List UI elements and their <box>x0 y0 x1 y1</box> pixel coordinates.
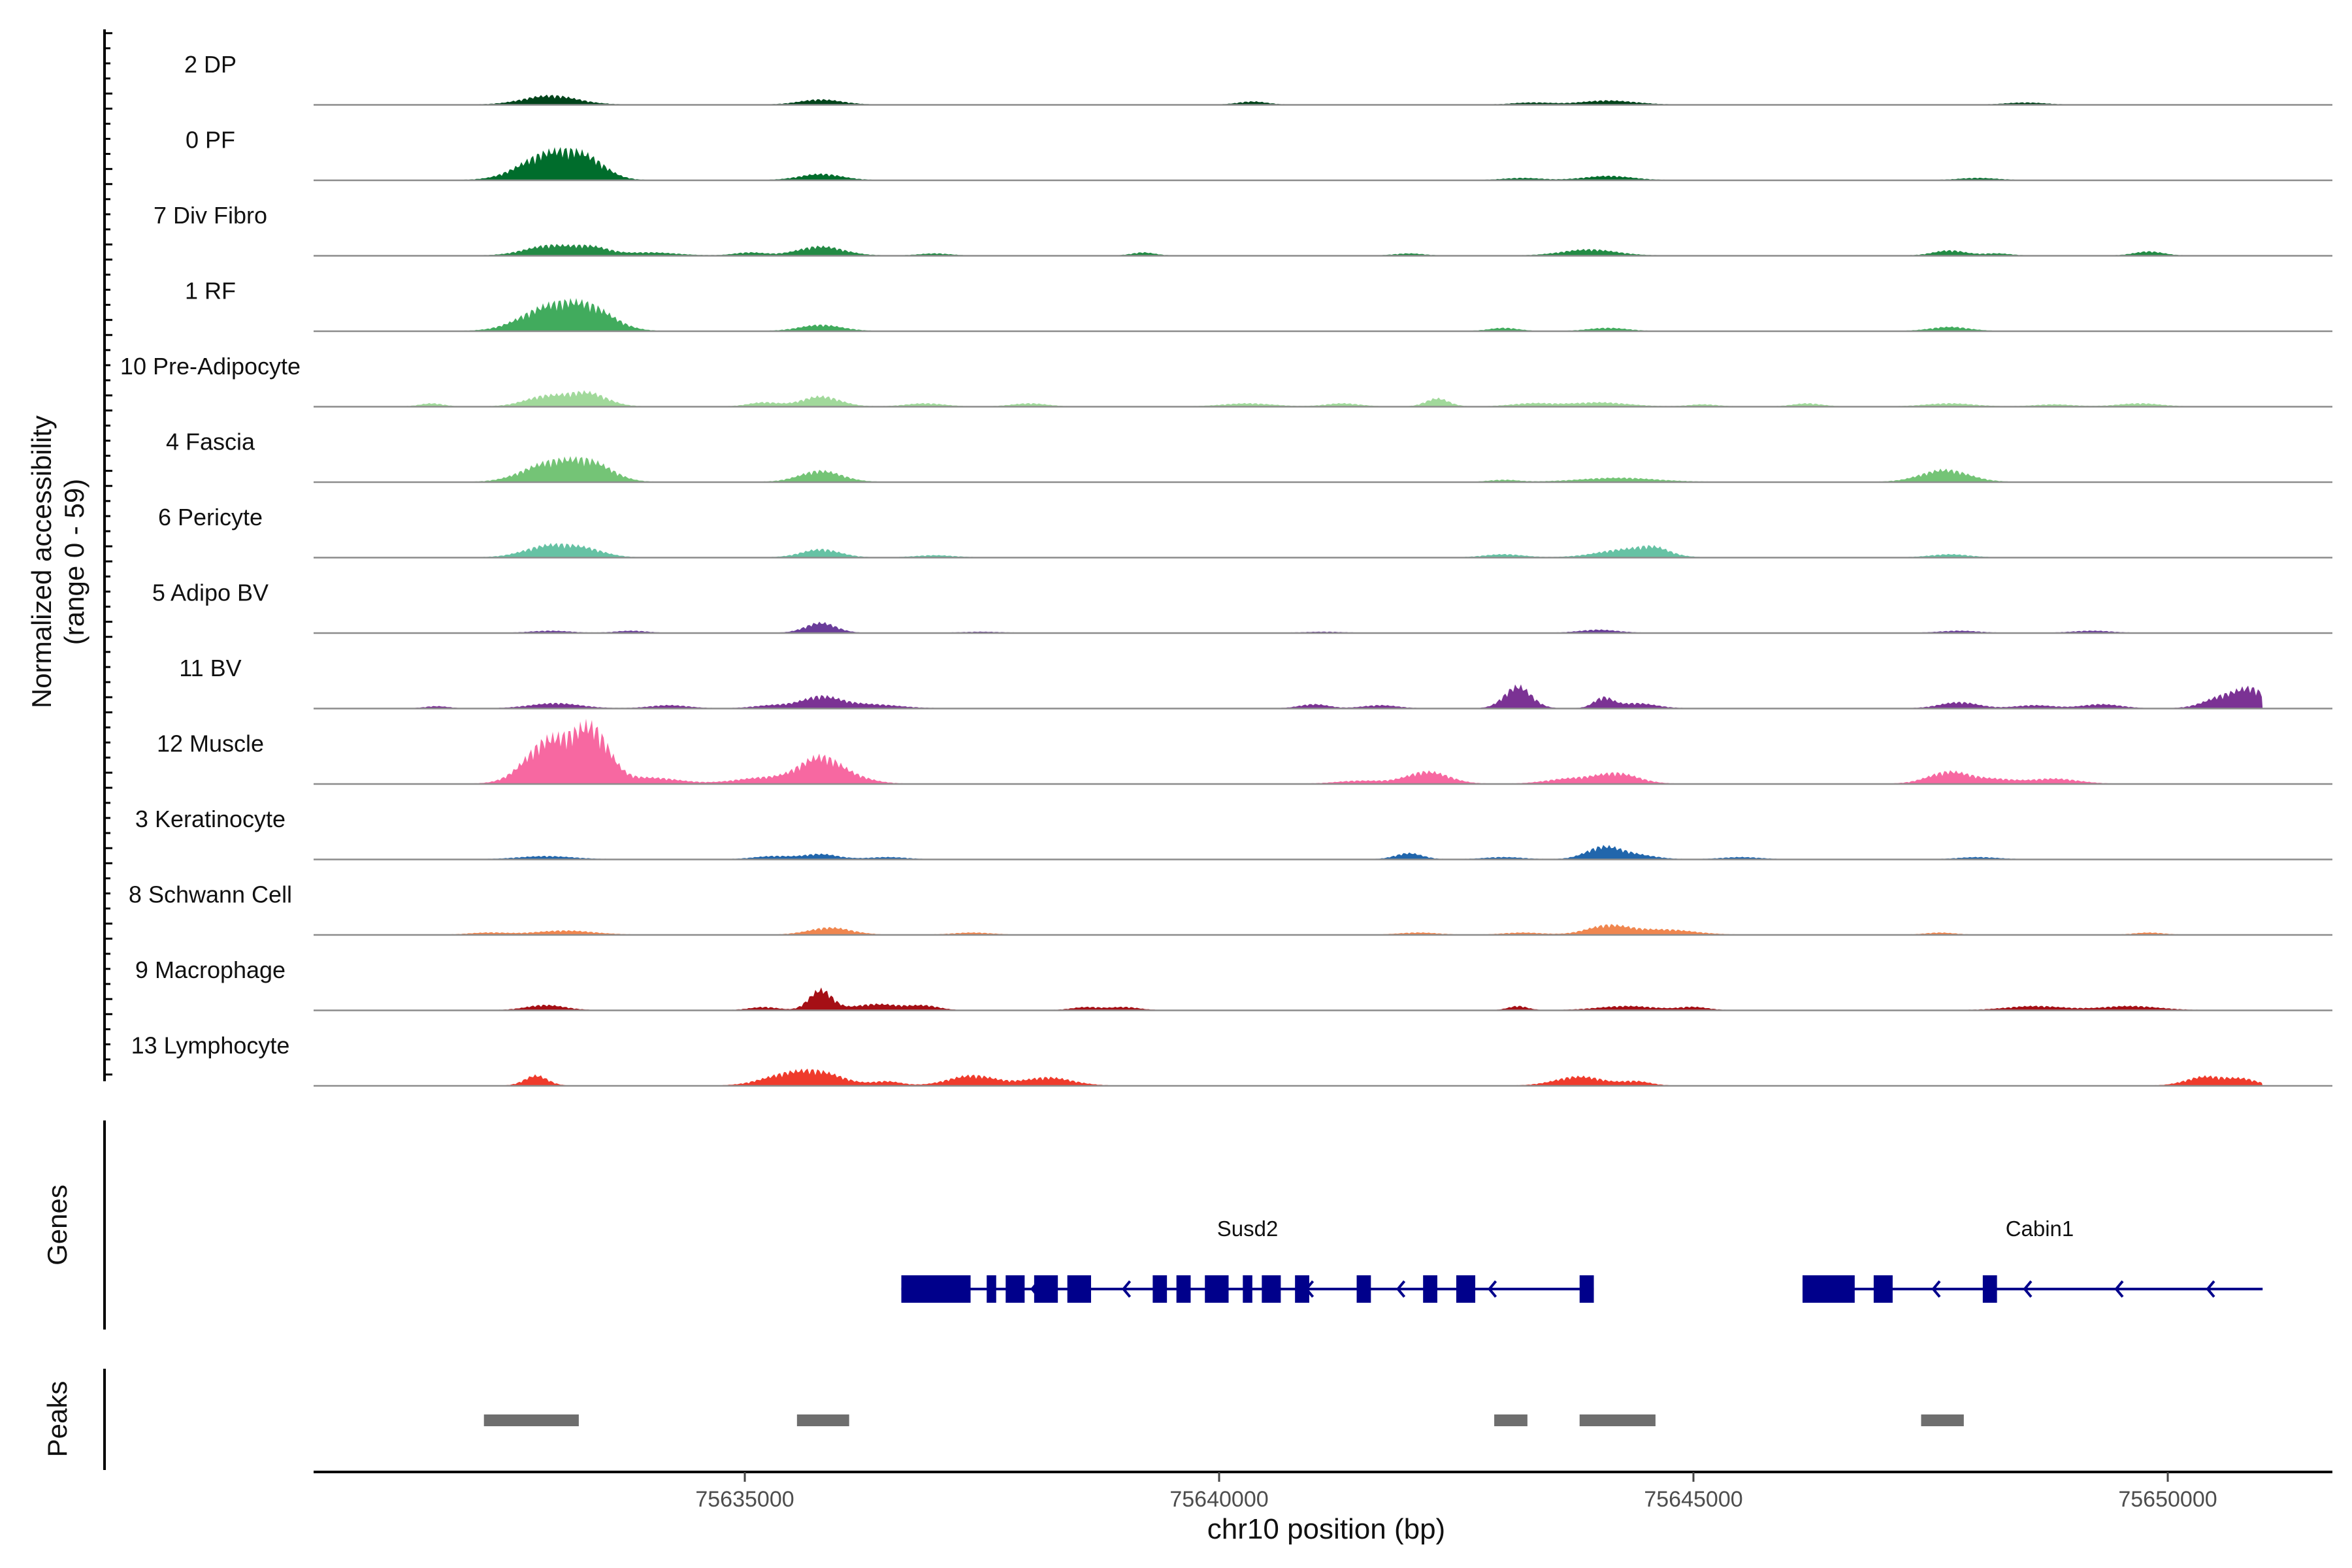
track-label: 13 Lymphocyte <box>131 1032 290 1059</box>
track-10-pre-adipocyte: 10 Pre-Adipocyte <box>120 353 2332 408</box>
coverage-area-3 <box>314 298 2263 331</box>
genes-track-label: Genes <box>42 1184 73 1266</box>
y-axis-label: Normalized accessibility <box>26 416 57 708</box>
x-tick-label: 75640000 <box>1169 1487 1268 1512</box>
y-axis-range-label: (range 0 - 59) <box>59 479 90 645</box>
track-13-lymphocyte: 13 Lymphocyte <box>131 1032 2332 1087</box>
exon <box>1295 1275 1309 1303</box>
coverage-area-7 <box>314 621 2263 633</box>
track-label: 11 BV <box>179 655 241 681</box>
track-label: 12 Muscle <box>157 730 264 757</box>
gene-label: Cabin1 <box>2006 1217 2074 1241</box>
coverage-area-13 <box>314 1068 2263 1086</box>
coverage-area-1 <box>314 147 2263 180</box>
track-label: 2 DP <box>184 51 237 78</box>
gene-label: Susd2 <box>1217 1217 1279 1241</box>
strand-arrow <box>2023 1280 2033 1298</box>
track-6-pericyte: 6 Pericyte <box>158 504 2332 559</box>
track-12-muscle: 12 Muscle <box>157 719 2332 785</box>
strand-arrow <box>2114 1280 2124 1298</box>
exon <box>1802 1275 1855 1303</box>
exon <box>1423 1275 1437 1303</box>
track-label: 7 Div Fibro <box>154 202 267 229</box>
track-label: 4 Fascia <box>166 429 255 455</box>
exon <box>1262 1275 1281 1303</box>
track-9-macrophage: 9 Macrophage <box>135 956 2332 1011</box>
coverage-area-12 <box>314 987 2263 1011</box>
peak-region <box>483 1414 579 1426</box>
track-0-pf: 0 PF <box>186 127 2332 182</box>
gene-susd2: Susd2 <box>901 1217 1594 1303</box>
peaks-panel <box>483 1414 1964 1426</box>
exon <box>1982 1275 1997 1303</box>
peak-region <box>796 1414 849 1426</box>
exon <box>1873 1275 1893 1303</box>
peak-region <box>1921 1414 1964 1426</box>
x-axis-label: chr10 position (bp) <box>1207 1513 1445 1545</box>
strand-arrow <box>2206 1280 2215 1298</box>
peak-region <box>1579 1414 1656 1426</box>
track-1-rf: 1 RF <box>185 278 2332 333</box>
genes-panel: Susd2 Cabin1 <box>901 1217 2263 1303</box>
coverage-area-8 <box>314 684 2263 709</box>
track-label: 8 Schwann Cell <box>129 881 292 908</box>
gene-cabin1: Cabin1 <box>1802 1217 2263 1303</box>
track-5-adipo-bv: 5 Adipo BV <box>152 580 2332 634</box>
track-11-bv: 11 BV <box>179 655 2332 710</box>
exon <box>1456 1275 1476 1303</box>
track-label: 3 Keratinocyte <box>135 806 286 832</box>
track-7-div-fibro: 7 Div Fibro <box>154 202 2332 257</box>
track-label: 6 Pericyte <box>158 504 263 531</box>
coverage-area-9 <box>314 719 2263 784</box>
x-tick-label: 75645000 <box>1644 1487 1742 1512</box>
track-label: 1 RF <box>185 278 236 304</box>
coverage-panel: 2 DP 0 PF 7 Div Fibro 1 RF 10 Pre-Adipocyte 4… <box>120 51 2332 1087</box>
strand-arrow <box>1931 1280 1941 1298</box>
coverage-area-0 <box>314 94 2263 105</box>
exon <box>1205 1275 1229 1303</box>
coverage-area-6 <box>314 543 2263 558</box>
exon <box>1005 1275 1025 1303</box>
track-label: 0 PF <box>186 127 235 154</box>
exon <box>1176 1275 1191 1303</box>
peaks-track-label: Peaks <box>42 1381 73 1458</box>
track-2-dp: 2 DP <box>184 51 2332 106</box>
x-tick-label: 75635000 <box>695 1487 794 1512</box>
peak-region <box>1494 1414 1527 1426</box>
x-axis-ticks: 75635000 75640000 75645000 75650000 <box>695 1472 2217 1512</box>
coverage-area-10 <box>314 845 2263 860</box>
track-3-keratinocyte: 3 Keratinocyte <box>135 806 2332 860</box>
coverage-area-5 <box>314 456 2263 482</box>
exon <box>1152 1275 1168 1303</box>
strand-arrow <box>1121 1280 1132 1298</box>
track-label: 9 Macrophage <box>135 956 286 983</box>
exon <box>1067 1275 1091 1303</box>
coverage-y-ticks <box>105 32 112 1076</box>
exon <box>901 1275 971 1303</box>
coverage-area-4 <box>314 390 2263 407</box>
coverage-area-2 <box>314 244 2263 256</box>
track-label: 5 Adipo BV <box>152 580 269 606</box>
track-label: 10 Pre-Adipocyte <box>120 353 301 380</box>
exon <box>987 1275 996 1303</box>
strand-arrow <box>1396 1280 1406 1298</box>
exon <box>1243 1275 1252 1303</box>
coverage-area-11 <box>314 924 2263 935</box>
track-8-schwann-cell: 8 Schwann Cell <box>129 881 2332 936</box>
exon <box>1579 1275 1594 1303</box>
x-tick-label: 75650000 <box>2118 1487 2217 1512</box>
strand-arrow <box>1487 1280 1497 1298</box>
exon <box>1034 1275 1058 1303</box>
track-4-fascia: 4 Fascia <box>166 429 2332 483</box>
exon <box>1356 1275 1371 1303</box>
